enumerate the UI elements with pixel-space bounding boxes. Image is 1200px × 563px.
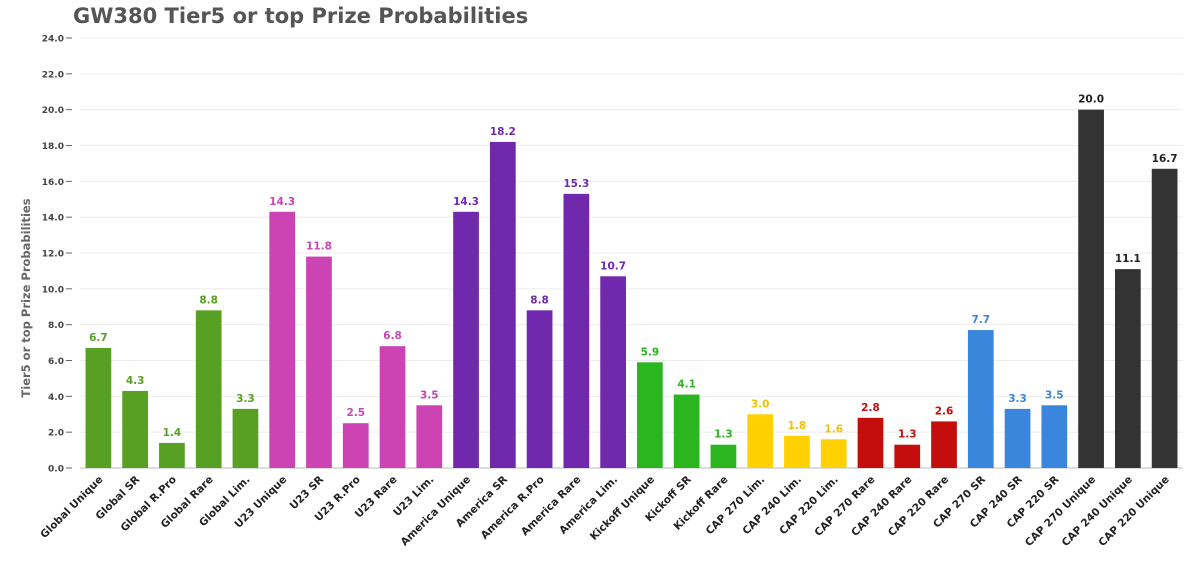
bar — [673, 394, 700, 468]
y-tick-label: 20.0 — [42, 106, 64, 116]
data-label: 3.0 — [751, 398, 770, 410]
bar — [1114, 269, 1141, 468]
bar — [563, 193, 590, 468]
bar — [894, 444, 921, 468]
bar — [820, 439, 847, 468]
data-label: 2.5 — [346, 407, 365, 419]
data-label: 6.8 — [383, 330, 402, 342]
bar — [600, 276, 626, 468]
data-label: 10.7 — [600, 260, 626, 272]
y-tick-label: 2.0 — [48, 429, 64, 439]
data-label: 3.3 — [236, 393, 255, 405]
bar — [1004, 408, 1031, 468]
bar — [195, 310, 222, 468]
data-label: 2.6 — [935, 405, 954, 417]
bar — [967, 330, 994, 468]
bar — [159, 442, 185, 468]
bar — [710, 444, 737, 468]
y-tick-label: 8.0 — [48, 321, 64, 331]
data-label: 16.7 — [1152, 153, 1178, 165]
bar — [306, 256, 332, 468]
x-tick-label: America Unique — [398, 474, 473, 549]
data-label: 1.3 — [714, 429, 733, 441]
data-label: 20.0 — [1078, 94, 1104, 106]
y-tick-label: 4.0 — [48, 393, 64, 403]
bar — [85, 347, 112, 468]
bar — [232, 408, 259, 468]
y-tick-label: 22.0 — [42, 70, 64, 80]
data-label: 4.3 — [126, 375, 145, 387]
y-axis-title: Tier5 or top Prize Probabilities — [19, 198, 33, 397]
x-tick-label: CAP 220 Unique — [1096, 474, 1171, 549]
bar — [269, 211, 296, 468]
bar — [379, 346, 406, 468]
data-label: 3.3 — [1008, 393, 1027, 405]
data-label: 1.3 — [898, 429, 917, 441]
bar — [931, 421, 957, 468]
chart-title: GW380 Tier5 or top Prize Probabilities — [73, 4, 529, 28]
x-tick-label: America R.Pro — [479, 474, 547, 542]
data-label: 7.7 — [971, 314, 990, 326]
data-label: 18.2 — [490, 126, 516, 138]
data-label: 5.9 — [641, 346, 660, 358]
y-axis: 0.0 2.0 4.0 6.0 8.0 10.0 12.0 14.0 16.0 18.0 20.0 2… — [42, 35, 72, 475]
x-tick-label: Global Unique — [38, 474, 105, 541]
data-label: 8.8 — [530, 294, 549, 306]
bar — [342, 423, 369, 468]
y-tick-label: 16.0 — [42, 178, 64, 188]
bar — [122, 390, 149, 468]
gridlines — [80, 37, 1183, 469]
data-label: 1.4 — [163, 427, 182, 439]
y-tick-label: 12.0 — [42, 250, 64, 260]
x-tick-label: CAP 270 Unique — [1023, 474, 1098, 549]
x-tick-label: CAP 240 Unique — [1060, 474, 1135, 549]
bar — [857, 417, 884, 468]
bar — [1151, 168, 1178, 468]
y-tick-label: 0.0 — [48, 465, 64, 475]
bar — [1041, 405, 1068, 468]
data-label: 6.7 — [89, 332, 108, 344]
y-tick-label: 6.0 — [48, 357, 64, 367]
bar — [1078, 109, 1104, 469]
data-labels: 6.7 4.3 1.4 8.8 3.3 14.3 11.8 2.5 6.8 3.5 14.3 18.2… — [89, 94, 1177, 441]
data-label: 2.8 — [861, 402, 880, 414]
data-label: 1.6 — [824, 423, 843, 435]
y-tick-label: 14.0 — [42, 214, 64, 224]
bar — [747, 414, 774, 468]
bar — [453, 211, 479, 468]
data-label: 8.8 — [199, 294, 218, 306]
data-label: 1.8 — [788, 420, 807, 432]
y-tick-label: 18.0 — [42, 142, 64, 152]
data-label: 3.5 — [1045, 389, 1064, 401]
x-tick-label: Kickoff Unique — [588, 474, 657, 543]
data-label: 4.1 — [677, 379, 696, 391]
y-tick-label: 24.0 — [42, 35, 64, 45]
bars — [85, 109, 1178, 469]
bar — [784, 435, 810, 468]
bar — [637, 362, 663, 468]
bar — [526, 310, 553, 468]
data-label: 14.3 — [269, 196, 295, 208]
data-label: 11.8 — [306, 241, 332, 253]
y-tick-label: 10.0 — [42, 285, 64, 295]
bar — [489, 141, 516, 468]
data-label: 14.3 — [453, 196, 479, 208]
bar — [416, 405, 443, 468]
data-label: 15.3 — [563, 178, 589, 190]
data-label: 3.5 — [420, 389, 439, 401]
data-label: 11.1 — [1115, 253, 1141, 265]
